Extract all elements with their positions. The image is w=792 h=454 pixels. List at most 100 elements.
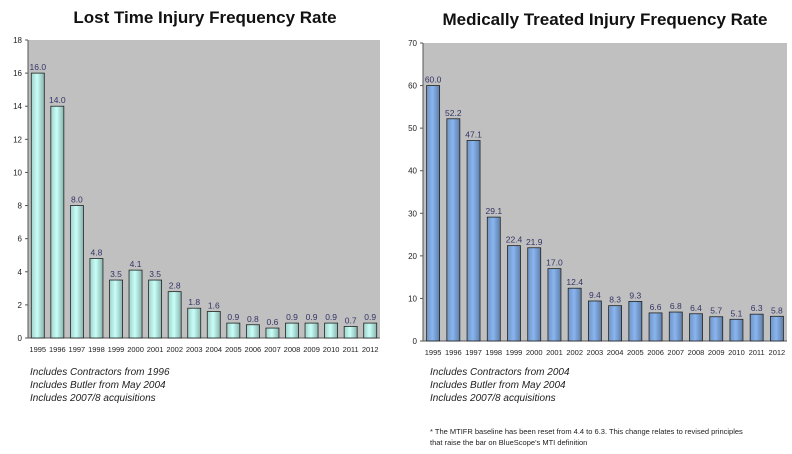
mtifr-bar [547, 268, 562, 342]
ltifr-notes: Includes Contractors from 1996 Includes … [30, 366, 170, 405]
mtifr-bar [769, 315, 784, 342]
mtifr-data-label: 8.3 [609, 295, 621, 305]
mtifr-bar [648, 312, 663, 342]
mtifr-x-tick-label: 2001 [546, 348, 563, 357]
mtifr-data-label: 5.8 [771, 305, 783, 315]
ltifr-x-tick-label: 1996 [49, 345, 66, 354]
ltifr-bar [206, 311, 221, 339]
ltifr-x-tick-label: 2000 [127, 345, 144, 354]
ltifr-data-label: 2.8 [169, 281, 181, 291]
ltifr-bar [285, 322, 299, 339]
ltifr-bar-chart: 0 2 4 6 8 10 12 14 16 18 16.0 1995 14.0 1996 8.0 1997 4.… [13, 36, 380, 354]
ltifr-note: Includes 2007/8 acquisitions [30, 393, 156, 404]
ltifr-bar [89, 258, 104, 339]
mtifr-plot-area [423, 43, 787, 341]
ltifr-data-label: 0.7 [345, 315, 357, 325]
ltifr-note: Includes Contractors from 1996 [30, 367, 170, 378]
mtifr-bar [466, 140, 481, 342]
mtifr-y-tick-label: 0 [413, 337, 418, 346]
ltifr-bar [363, 322, 378, 339]
mtifr-x-tick-label: 2007 [667, 348, 684, 357]
ltifr-data-label: 4.1 [130, 259, 142, 269]
ltifr-data-label: 3.5 [149, 269, 161, 279]
chart-title-ltifr: Lost Time Injury Frequency Rate [73, 8, 337, 27]
mtifr-x-tick-label: 2010 [728, 348, 745, 357]
ltifr-bar [69, 205, 84, 339]
mtifr-note: Includes Butler from May 2004 [430, 380, 566, 391]
mtifr-data-label: 9.3 [629, 290, 641, 300]
ltifr-data-label: 4.8 [91, 248, 103, 258]
ltifr-x-tick-label: 2003 [186, 345, 203, 354]
ltifr-y-tick-label: 18 [13, 36, 22, 45]
mtifr-x-tick-label: 2008 [688, 348, 705, 357]
mtifr-data-label: 60.0 [425, 75, 442, 85]
mtifr-x-tick-label: 2005 [627, 348, 644, 357]
mtifr-bar [709, 316, 724, 342]
mtifr-x-tick-label: 2000 [526, 348, 543, 357]
mtifr-x-tick-label: 2004 [607, 348, 624, 357]
ltifr-x-tick-label: 2012 [362, 345, 379, 354]
mtifr-bar [507, 245, 521, 342]
ltifr-bar [324, 322, 339, 339]
mtifr-bar [689, 313, 703, 342]
ltifr-y-tick-label: 8 [18, 202, 23, 211]
mtifr-data-label: 5.7 [710, 306, 722, 316]
ltifr-x-tick-label: 1997 [69, 345, 86, 354]
ltifr-data-label: 14.0 [49, 95, 66, 105]
mtifr-x-tick-label: 1998 [485, 348, 502, 357]
ltifr-plot-area [28, 40, 380, 338]
ltifr-data-label: 0.6 [267, 317, 279, 327]
mtifr-data-label: 17.0 [546, 258, 563, 268]
ltifr-x-tick-label: 2004 [205, 345, 222, 354]
ltifr-y-tick-label: 2 [18, 301, 23, 310]
mtifr-data-label: 6.4 [690, 303, 702, 313]
mtifr-y-tick-label: 20 [408, 252, 417, 261]
mtifr-x-tick-label: 1997 [465, 348, 482, 357]
ltifr-data-label: 0.9 [306, 312, 318, 322]
mtifr-note: Includes 2007/8 acquisitions [430, 393, 556, 404]
ltifr-data-label: 8.0 [71, 195, 83, 205]
mtifr-bar [608, 305, 623, 342]
mtifr-data-label: 6.8 [670, 301, 682, 311]
ltifr-bar [109, 279, 123, 339]
mtifr-x-tick-label: 1999 [506, 348, 523, 357]
ltifr-data-label: 0.9 [325, 312, 337, 322]
ltifr-data-label: 1.6 [208, 301, 220, 311]
mtifr-x-tick-label: 2012 [769, 348, 786, 357]
mtifr-data-label: 52.2 [445, 108, 462, 118]
ltifr-bar [167, 291, 182, 339]
mtifr-data-label: 22.4 [506, 235, 523, 245]
mtifr-x-tick-label: 1995 [425, 348, 442, 357]
ltifr-data-label: 16.0 [30, 62, 47, 72]
ltifr-bar [304, 322, 319, 339]
ltifr-y-tick-label: 4 [18, 268, 23, 277]
mtifr-bar-chart: 0 10 20 30 40 50 60 70 60.0 1995 52.2 1996 47.1 1997 2… [408, 39, 787, 357]
ltifr-x-tick-label: 2001 [147, 345, 164, 354]
mtifr-bar [668, 311, 683, 342]
ltifr-y-tick-label: 6 [18, 235, 23, 244]
mtifr-bar [749, 313, 764, 342]
ltifr-bar [245, 324, 260, 339]
ltifr-y-tick-label: 10 [13, 168, 22, 177]
mtifr-y-tick-label: 60 [408, 82, 417, 91]
mtifr-bar [587, 300, 602, 342]
ltifr-bar [343, 326, 358, 339]
ltifr-bar [226, 322, 241, 339]
ltifr-x-tick-label: 2010 [323, 345, 340, 354]
ltifr-x-tick-label: 2007 [264, 345, 281, 354]
ltifr-bar [50, 105, 65, 339]
mtifr-bar [426, 85, 441, 342]
ltifr-x-tick-label: 2006 [245, 345, 262, 354]
mtifr-bar [729, 318, 744, 342]
mtifr-data-label: 9.4 [589, 290, 601, 300]
mtifr-data-label: 6.3 [751, 303, 763, 313]
ltifr-bar [148, 279, 163, 339]
mtifr-y-tick-label: 50 [408, 124, 417, 133]
mtifr-bar [486, 216, 501, 342]
mtifr-notes: Includes Contractors from 2004 Includes … [430, 366, 570, 405]
mtifr-data-label: 5.1 [731, 308, 743, 318]
mtifr-x-tick-label: 1996 [445, 348, 462, 357]
ltifr-y-tick-label: 0 [18, 334, 23, 343]
mtifr-data-label: 21.9 [526, 237, 543, 247]
mtifr-data-label: 29.1 [486, 206, 503, 216]
